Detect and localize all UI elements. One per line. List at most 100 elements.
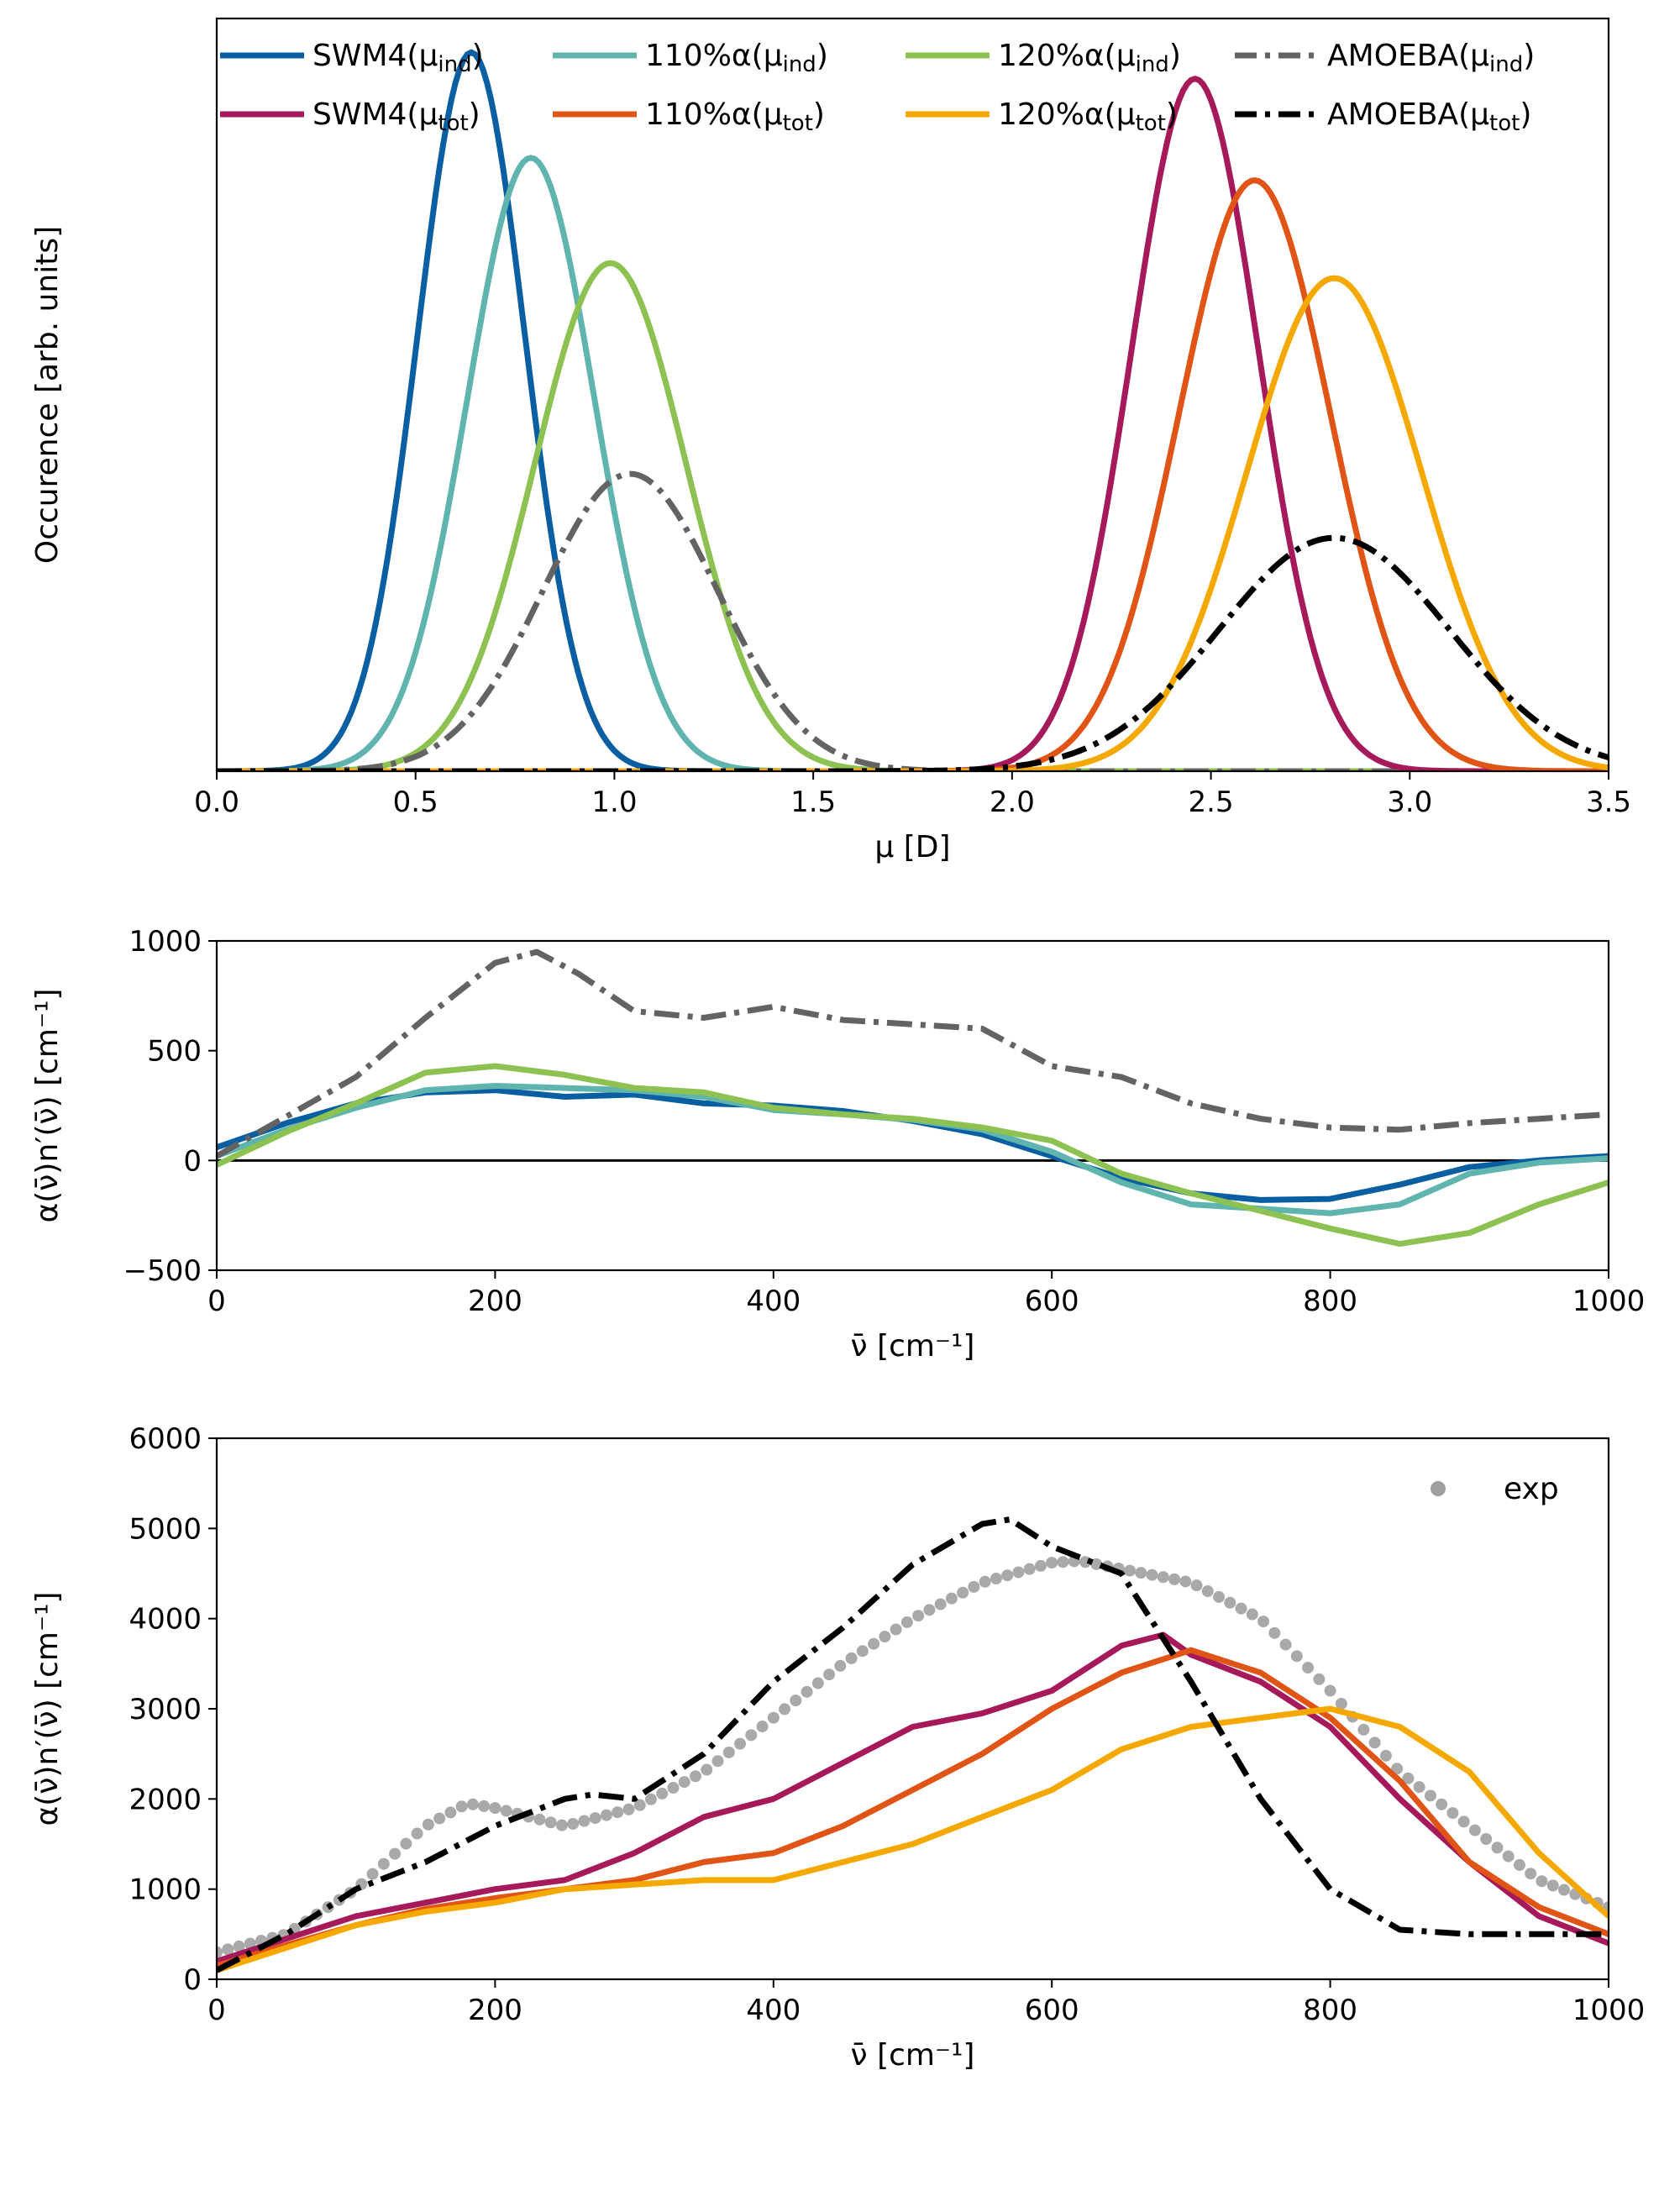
exp-point xyxy=(1179,1575,1192,1588)
exp-point xyxy=(1268,1626,1281,1639)
exp-point xyxy=(544,1816,557,1829)
exp-point xyxy=(722,1746,735,1758)
exp-point xyxy=(1090,1558,1103,1570)
exp-point xyxy=(957,1586,969,1599)
exp-point xyxy=(217,1946,223,1958)
exp-point xyxy=(834,1659,847,1672)
exp-point xyxy=(890,1623,902,1636)
exp-point xyxy=(389,1847,402,1860)
x-tick-label: 200 xyxy=(468,1285,522,1318)
exp-point xyxy=(1324,1684,1336,1697)
exp-point xyxy=(1279,1638,1292,1651)
exp-point xyxy=(1313,1673,1326,1685)
legend-entry: SWM4(μtot) xyxy=(220,97,480,136)
exp-point xyxy=(433,1812,446,1825)
x-axis-label: ν̄ [cm⁻¹] xyxy=(851,1329,975,1363)
exp-point xyxy=(801,1685,813,1698)
legend-label: SWM4(μind) xyxy=(312,39,484,77)
exp-point xyxy=(222,1943,234,1956)
series-group xyxy=(217,1516,1609,1973)
exp-point xyxy=(578,1815,591,1827)
x-tick-label: 800 xyxy=(1303,1285,1357,1318)
exp-point xyxy=(823,1668,836,1681)
exp-point xyxy=(377,1857,390,1870)
legend-label: 120%α(μtot) xyxy=(998,97,1178,136)
exp-point xyxy=(1413,1781,1425,1794)
exp-point xyxy=(1546,1879,1559,1892)
y-axis-label: α(ν̄)n′(ν̄) [cm⁻¹] xyxy=(30,1592,65,1826)
x-tick-label: 800 xyxy=(1303,1994,1357,2027)
exp-point xyxy=(767,1711,780,1724)
exp-point xyxy=(690,1770,702,1783)
x-tick-label: 2.5 xyxy=(1189,786,1234,819)
legend-label: SWM4(μtot) xyxy=(312,97,480,136)
exp-point xyxy=(1290,1650,1303,1663)
exp-point xyxy=(1224,1596,1236,1609)
legend-label: AMOEBA(μind) xyxy=(1327,39,1535,77)
y-axis-label: Occurence [arb. units] xyxy=(30,226,65,564)
exp-point xyxy=(1168,1573,1181,1585)
exp-point xyxy=(811,1677,824,1689)
y-axis-label: α(ν̄)n′(ν̄) [cm⁻¹] xyxy=(30,989,65,1223)
exp-point xyxy=(990,1573,1002,1585)
series-line-120%α(μtot) xyxy=(217,275,1609,771)
x-tick-label: 600 xyxy=(1025,1285,1079,1318)
exp-point xyxy=(612,1806,624,1819)
x-tick-label: 0.5 xyxy=(393,786,438,819)
exp-point xyxy=(912,1610,925,1622)
exp-point xyxy=(1079,1556,1091,1568)
exp-point xyxy=(555,1819,568,1831)
legend-label: AMOEBA(μtot) xyxy=(1327,97,1531,136)
legend-entry: 120%α(μind) xyxy=(906,39,1181,77)
series-line-SWM4(μind) xyxy=(217,1087,1609,1203)
series-line-110%α(μtot) xyxy=(217,1647,1609,1969)
series-dots-exp xyxy=(217,1555,1609,1958)
series-line-120%α(μind) xyxy=(217,260,1609,771)
exp-point xyxy=(1302,1662,1315,1674)
exp-point xyxy=(790,1694,802,1707)
series-line-AMOEBA(μtot) xyxy=(217,534,1609,771)
series-line-AMOEBA(μtot) xyxy=(217,1516,1609,1973)
series-line-110%α(μtot) xyxy=(217,177,1609,771)
legend-entry: 110%α(μind) xyxy=(553,39,828,77)
exp-point xyxy=(1513,1858,1525,1871)
exp-point xyxy=(868,1637,880,1650)
x-tick-label: 400 xyxy=(746,1994,801,2027)
exp-point xyxy=(734,1737,747,1750)
exp-point xyxy=(1034,1559,1047,1572)
exp-point xyxy=(233,1940,245,1952)
series-line-120%α(μind) xyxy=(217,1063,1609,1248)
y-tick-label: 1000 xyxy=(129,1873,202,1907)
exp-point xyxy=(845,1652,858,1664)
legend-entry: 110%α(μtot) xyxy=(553,97,825,136)
y-tick-label: 4000 xyxy=(129,1603,202,1637)
exp-point xyxy=(701,1763,713,1776)
legend-label: 110%α(μtot) xyxy=(645,97,825,136)
exp-point xyxy=(678,1776,690,1789)
exp-point xyxy=(1480,1832,1493,1845)
exp-point xyxy=(1446,1807,1459,1820)
exp-point xyxy=(667,1782,680,1794)
y-tick-label: 5000 xyxy=(129,1512,202,1546)
series-line-110%α(μind) xyxy=(217,155,1609,771)
panel-bottom: 0 200 400 600 800 1000 0 1000 2000 3000 4000 5000 60… xyxy=(30,1422,1645,2073)
exp-point xyxy=(1402,1772,1415,1784)
y-tick-label: 2000 xyxy=(129,1783,202,1816)
exp-point xyxy=(945,1592,958,1605)
series-line-SWM4(μtot) xyxy=(217,1631,1609,1964)
x-tick-label: 3.0 xyxy=(1387,786,1432,819)
exp-point xyxy=(1391,1763,1404,1775)
exp-point xyxy=(466,1798,479,1810)
exp-point xyxy=(500,1805,512,1817)
exp-point xyxy=(1379,1749,1392,1762)
exp-point xyxy=(1491,1842,1504,1854)
series-line-SWM4(μind) xyxy=(217,49,1609,771)
series-line-AMOEBA(μind) xyxy=(217,948,1609,1159)
exp-point xyxy=(1436,1798,1448,1810)
exp-point xyxy=(856,1645,869,1658)
exp-point xyxy=(1246,1608,1258,1621)
exp-point xyxy=(1457,1815,1470,1828)
exp-point xyxy=(1557,1884,1570,1896)
exp-point xyxy=(968,1580,980,1593)
